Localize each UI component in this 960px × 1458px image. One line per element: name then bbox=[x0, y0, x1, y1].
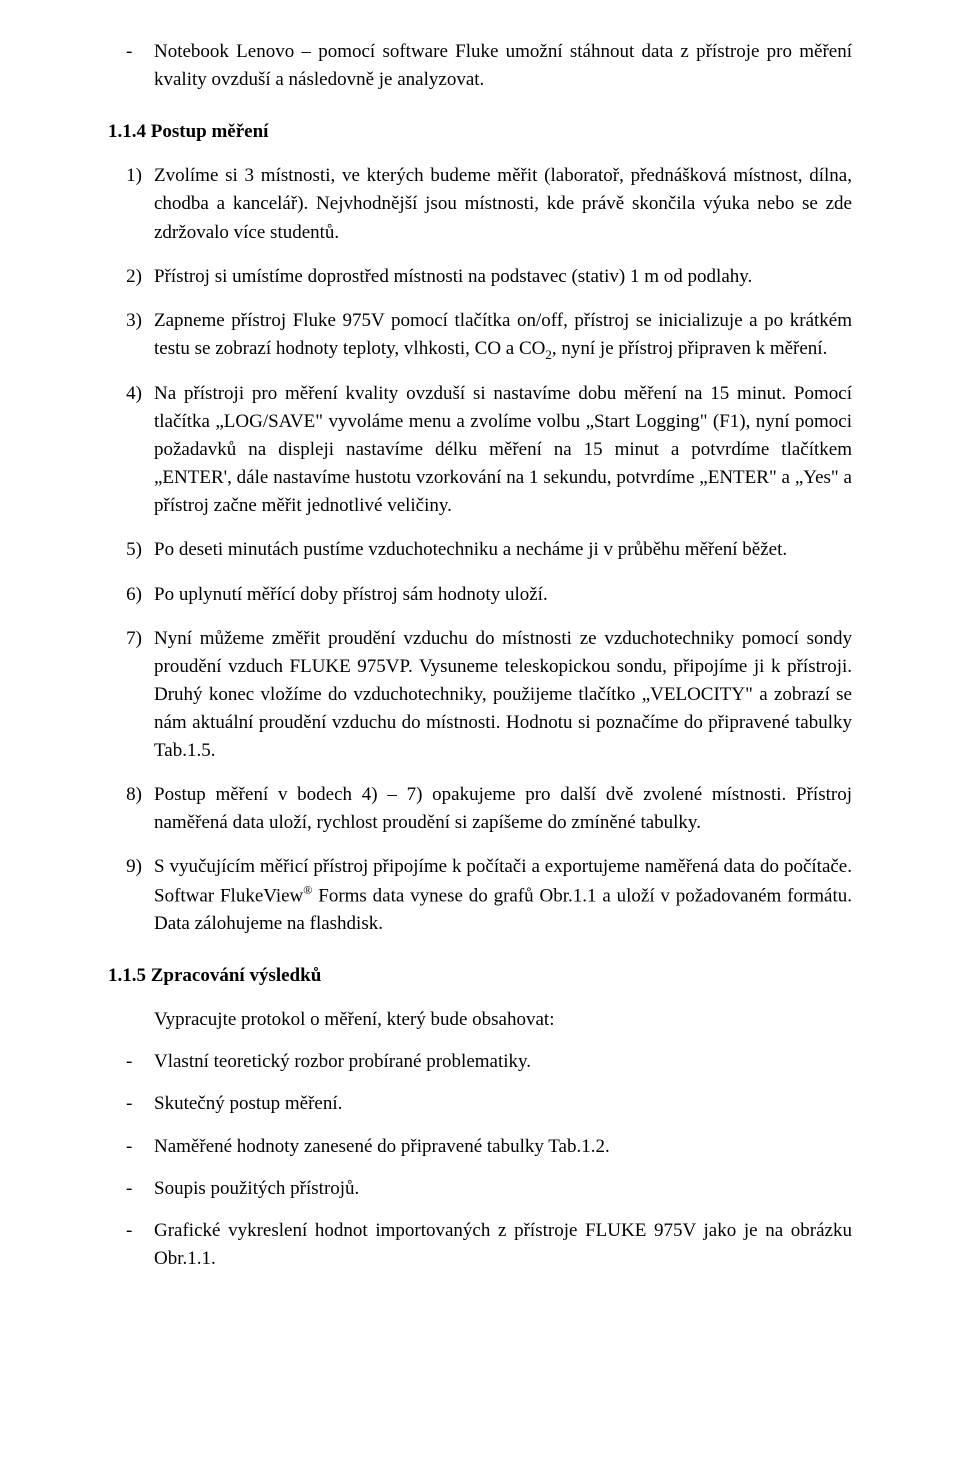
step-3: 3) Zapneme přístroj Fluke 975V pomocí tl… bbox=[108, 307, 852, 364]
result-bullet-5: - Grafické vykreslení hodnot importovaný… bbox=[108, 1217, 852, 1273]
step-6: 6) Po uplynutí měřící doby přístroj sám … bbox=[108, 581, 852, 609]
step-text: Zapneme přístroj Fluke 975V pomocí tlačí… bbox=[154, 307, 852, 364]
document-page: - Notebook Lenovo – pomocí software Fluk… bbox=[0, 0, 960, 1317]
bullet-mark: - bbox=[118, 1090, 154, 1118]
step-text: Nyní můžeme změřit proudění vzduchu do m… bbox=[154, 625, 852, 766]
step-text: S vyučujícím měřicí přístroj připojíme k… bbox=[154, 853, 852, 938]
bullet-mark: - bbox=[118, 1133, 154, 1161]
result-bullet-2: - Skutečný postup měření. bbox=[108, 1090, 852, 1118]
step-7: 7) Nyní můžeme změřit proudění vzduchu d… bbox=[108, 625, 852, 766]
steps-list: 1) Zvolíme si 3 místnosti, ve kterých bu… bbox=[108, 162, 852, 938]
step-mark: 5) bbox=[108, 536, 154, 564]
step-9: 9) S vyučujícím měřicí přístroj připojím… bbox=[108, 853, 852, 938]
step-text: Po uplynutí měřící doby přístroj sám hod… bbox=[154, 581, 852, 609]
result-bullet-4: - Soupis použitých přístrojů. bbox=[108, 1175, 852, 1203]
step-4: 4) Na přístroji pro měření kvality ovzdu… bbox=[108, 380, 852, 521]
step-mark: 8) bbox=[108, 781, 154, 837]
bullet-mark: - bbox=[118, 1048, 154, 1076]
bullet-text: Soupis použitých přístrojů. bbox=[154, 1175, 852, 1203]
step-2: 2) Přístroj si umístíme doprostřed místn… bbox=[108, 263, 852, 291]
step-text: Zvolíme si 3 místnosti, ve kterých budem… bbox=[154, 162, 852, 246]
step-text: Na přístroji pro měření kvality ovzduší … bbox=[154, 380, 852, 521]
step-mark: 9) bbox=[108, 853, 154, 938]
step-1: 1) Zvolíme si 3 místnosti, ve kterých bu… bbox=[108, 162, 852, 246]
intro-bullet: - Notebook Lenovo – pomocí software Fluk… bbox=[108, 38, 852, 94]
bullet-mark: - bbox=[118, 1175, 154, 1203]
result-bullet-3: - Naměřené hodnoty zanesené do připraven… bbox=[108, 1133, 852, 1161]
step-mark: 6) bbox=[108, 581, 154, 609]
step-8: 8) Postup měření v bodech 4) – 7) opakuj… bbox=[108, 781, 852, 837]
heading-postup-mereni: 1.1.4 Postup měření bbox=[108, 118, 852, 146]
heading-zpracovani-vysledku: 1.1.5 Zpracování výsledků bbox=[108, 962, 852, 990]
step-text: Po deseti minutách pustíme vzduchotechni… bbox=[154, 536, 852, 564]
bullet-text: Notebook Lenovo – pomocí software Fluke … bbox=[154, 38, 852, 94]
result-bullet-1: - Vlastní teoretický rozbor probírané pr… bbox=[108, 1048, 852, 1076]
bullet-text: Naměřené hodnoty zanesené do připravené … bbox=[154, 1133, 852, 1161]
step-5: 5) Po deseti minutách pustíme vzduchotec… bbox=[108, 536, 852, 564]
bullet-text: Vlastní teoretický rozbor probírané prob… bbox=[154, 1048, 852, 1076]
bullet-text: Skutečný postup měření. bbox=[154, 1090, 852, 1118]
results-bullet-list: - Vlastní teoretický rozbor probírané pr… bbox=[108, 1048, 852, 1273]
step-text: Přístroj si umístíme doprostřed místnost… bbox=[154, 263, 852, 291]
step-mark: 2) bbox=[108, 263, 154, 291]
step-text: Postup měření v bodech 4) – 7) opakujeme… bbox=[154, 781, 852, 837]
bullet-text: Grafické vykreslení hodnot importovaných… bbox=[154, 1217, 852, 1273]
step-mark: 3) bbox=[108, 307, 154, 364]
step-text-post: , nyní je přístroj připraven k měření. bbox=[552, 338, 827, 359]
bullet-mark: - bbox=[118, 1217, 154, 1273]
bullet-mark: - bbox=[118, 38, 154, 94]
step-mark: 1) bbox=[108, 162, 154, 246]
step-mark: 7) bbox=[108, 625, 154, 766]
paragraph-intro-results: Vypracujte protokol o měření, který bude… bbox=[108, 1006, 852, 1034]
step-mark: 4) bbox=[108, 380, 154, 521]
